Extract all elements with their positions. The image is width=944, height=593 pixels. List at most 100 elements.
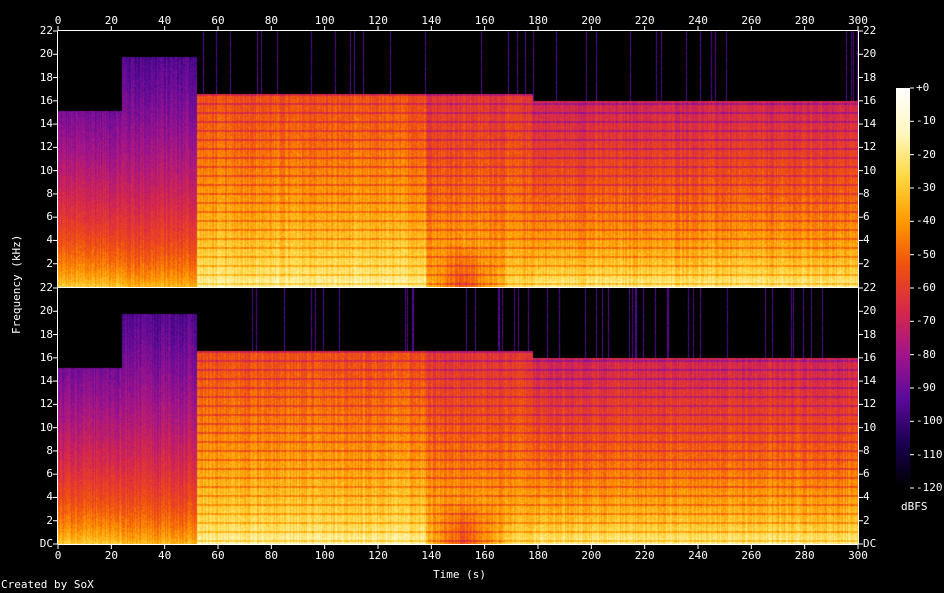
y-tick-label-left: DC <box>39 537 53 550</box>
y-tick-label-left: 20 <box>39 304 53 318</box>
y-tick-label-right: 12 <box>863 397 877 411</box>
y-tick-label-right: 6 <box>863 467 870 481</box>
x-tick-label-bottom: 220 <box>634 549 655 562</box>
x-tick-label-top: 140 <box>421 14 442 27</box>
x-tick-label-bottom: 40 <box>158 549 172 562</box>
y-tick-label-left: 16 <box>39 93 53 107</box>
y-tick-label-left: 14 <box>39 374 53 388</box>
x-tick-label-top: 240 <box>688 14 708 27</box>
colorbar-tick-label: -40 <box>916 214 936 228</box>
y-tick-label-right: 8 <box>863 186 870 200</box>
y-axis-label: Frequency (kHz) <box>10 234 23 334</box>
y-tick-label-right: 18 <box>863 327 877 341</box>
y-tick-label-right: 20 <box>863 304 877 318</box>
x-tick-label-bottom: 60 <box>211 549 225 562</box>
y-tick-label-right: 8 <box>863 443 870 457</box>
spectrogram-channel-1 <box>58 31 858 287</box>
x-tick-label-bottom: 80 <box>264 549 278 562</box>
x-tick-label-bottom: 180 <box>528 549 548 562</box>
y-tick-label-left: 22 <box>39 281 53 294</box>
x-tick-label-top: 80 <box>264 14 278 27</box>
x-tick-label-top: 300 <box>848 14 868 27</box>
y-tick-label-left: 4 <box>46 233 53 247</box>
y-tick-label-right: 16 <box>863 93 877 107</box>
x-tick-label-top: 120 <box>368 14 388 27</box>
x-axis-label: Time (s) <box>433 568 486 581</box>
y-tick-label-right: 6 <box>863 210 870 224</box>
y-tick-label-right: 4 <box>863 233 870 247</box>
y-tick-label-right: 14 <box>863 117 877 131</box>
colorbar-tick-label: -120 <box>916 481 943 494</box>
x-tick-label-top: 160 <box>474 14 495 27</box>
y-tick-label-right: 12 <box>863 140 877 154</box>
y-tick-label-left: 4 <box>46 490 53 504</box>
x-tick-label-top: 20 <box>104 14 118 27</box>
y-tick-label-left: 10 <box>39 163 53 177</box>
y-tick-label-left: 8 <box>46 443 53 457</box>
x-tick-label-bottom: 120 <box>368 549 388 562</box>
x-tick-label-bottom: 140 <box>421 549 442 562</box>
y-tick-label-right: 10 <box>863 420 877 434</box>
x-tick-label-bottom: 20 <box>104 549 118 562</box>
colorbar-label: dBFS <box>901 500 928 513</box>
x-tick-label-bottom: 260 <box>741 549 762 562</box>
y-tick-label-left: 22 <box>39 24 53 37</box>
y-tick-label-left: 10 <box>39 420 53 434</box>
x-tick-label-bottom: 240 <box>688 549 708 562</box>
y-tick-label-left: 2 <box>46 256 53 270</box>
colorbar-tick-label: -30 <box>916 181 936 194</box>
y-tick-label-left: 6 <box>46 210 53 224</box>
y-tick-label-right: 18 <box>863 70 877 84</box>
y-tick-label-right: 4 <box>863 490 870 504</box>
y-tick-label-left: 8 <box>46 186 53 200</box>
y-tick-label-right: 16 <box>863 350 877 364</box>
colorbar <box>896 88 910 488</box>
footer-credit: Created by SoX <box>1 578 94 591</box>
y-tick-label-left: 20 <box>39 47 53 61</box>
colorbar-tick-label: -110 <box>916 447 943 461</box>
x-tick-label-top: 0 <box>54 14 62 27</box>
x-tick-label-bottom: 0 <box>54 549 62 562</box>
y-tick-label-left: 12 <box>39 397 53 411</box>
colorbar-tick-label: -70 <box>916 314 936 328</box>
y-tick-label-right: 10 <box>863 163 877 177</box>
x-tick-label-bottom: 160 <box>474 549 495 562</box>
x-tick-label-top: 100 <box>314 14 335 27</box>
colorbar-tick-label: -60 <box>916 281 936 294</box>
y-tick-label-right: DC <box>863 537 877 550</box>
y-tick-label-right: 14 <box>863 374 877 388</box>
y-tick-label-right: 2 <box>863 256 870 270</box>
spectrogram-channel-2 <box>58 288 858 544</box>
y-tick-label-left: 12 <box>39 140 53 154</box>
colorbar-tick-label: -50 <box>916 247 936 261</box>
colorbar-tick-label: -100 <box>916 414 943 428</box>
y-tick-label-right: 20 <box>863 47 877 61</box>
y-tick-label-left: 18 <box>39 70 53 84</box>
y-tick-label-right: 22 <box>863 24 877 37</box>
y-tick-label-left: 6 <box>46 467 53 481</box>
x-tick-label-top: 200 <box>581 14 602 27</box>
x-tick-label-top: 180 <box>528 14 548 27</box>
x-tick-label-top: 220 <box>634 14 655 27</box>
colorbar-tick-label: -80 <box>916 347 936 361</box>
x-tick-label-bottom: 200 <box>581 549 602 562</box>
x-tick-label-top: 260 <box>741 14 762 27</box>
y-tick-label-left: 2 <box>46 513 53 527</box>
colorbar-tick-label: -20 <box>916 147 936 161</box>
y-tick-label-left: 14 <box>39 117 53 131</box>
x-tick-label-top: 280 <box>794 14 815 27</box>
x-tick-label-top: 40 <box>158 14 172 27</box>
colorbar-tick-label: -90 <box>916 381 936 394</box>
colorbar-tick-label: -10 <box>916 114 936 128</box>
y-tick-label-left: 18 <box>39 327 53 341</box>
x-tick-label-bottom: 300 <box>848 549 868 562</box>
colorbar-tick-label: +0 <box>916 81 930 94</box>
x-tick-label-top: 60 <box>211 14 225 27</box>
y-tick-label-right: 22 <box>863 281 877 294</box>
y-tick-label-left: 16 <box>39 350 53 364</box>
y-tick-label-right: 2 <box>863 513 870 527</box>
x-tick-label-bottom: 100 <box>314 549 335 562</box>
x-tick-label-bottom: 280 <box>794 549 815 562</box>
